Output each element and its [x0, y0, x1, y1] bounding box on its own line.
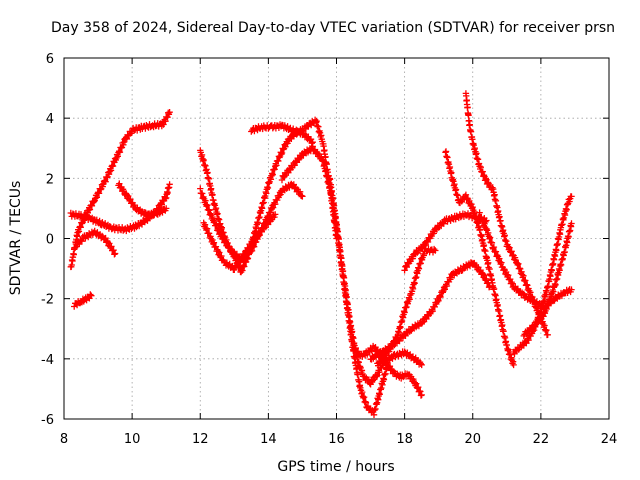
series-markers	[367, 259, 493, 363]
series-track-20	[520, 220, 575, 340]
series-markers	[462, 90, 551, 339]
series-track-4	[71, 291, 95, 310]
series-markers	[71, 227, 119, 258]
series-markers	[71, 291, 95, 310]
series-markers	[200, 211, 279, 273]
x-tick-label: 18	[396, 432, 413, 447]
series-markers	[442, 148, 517, 369]
series-markers	[248, 121, 316, 147]
chart-title: Day 358 of 2024, Sidereal Day-to-day VTE…	[51, 20, 615, 36]
y-tick-label: -6	[41, 413, 54, 428]
series-track-17	[462, 90, 551, 339]
plot-frame	[63, 57, 610, 420]
x-tick-label: 12	[192, 432, 209, 447]
y-tick-label: 4	[46, 112, 54, 127]
x-tick-labels: 8 10 12 14 16 18 20 22 24	[60, 432, 617, 447]
series-track-3	[71, 227, 119, 258]
series-track-8	[200, 211, 279, 273]
x-tick-label: 8	[60, 432, 68, 447]
x-axis-label: GPS time / hours	[277, 459, 394, 475]
series-markers	[520, 220, 575, 340]
x-tick-label: 10	[124, 432, 141, 447]
x-tick-label: 16	[328, 432, 345, 447]
y-tick-label: 6	[46, 52, 54, 67]
series-track-5	[115, 180, 170, 220]
y-tick-label: 2	[46, 172, 54, 187]
y-tick-label: 0	[46, 233, 54, 248]
y-tick-labels: -6 -4 -2 0 2 4 6	[41, 52, 54, 428]
y-tick-label: -4	[41, 353, 54, 368]
x-tick-label: 20	[464, 432, 481, 447]
series-track-14	[367, 259, 493, 363]
y-axis-label: SDTVAR / TECUs	[8, 181, 24, 296]
y-tick-label: -2	[41, 293, 54, 308]
series-markers	[115, 180, 170, 220]
series-track-16	[442, 148, 517, 369]
series-track-9	[248, 121, 316, 147]
x-tick-label: 14	[260, 432, 277, 447]
x-tick-label: 24	[601, 432, 618, 447]
data-points	[67, 90, 575, 418]
x-tick-label: 22	[533, 432, 550, 447]
